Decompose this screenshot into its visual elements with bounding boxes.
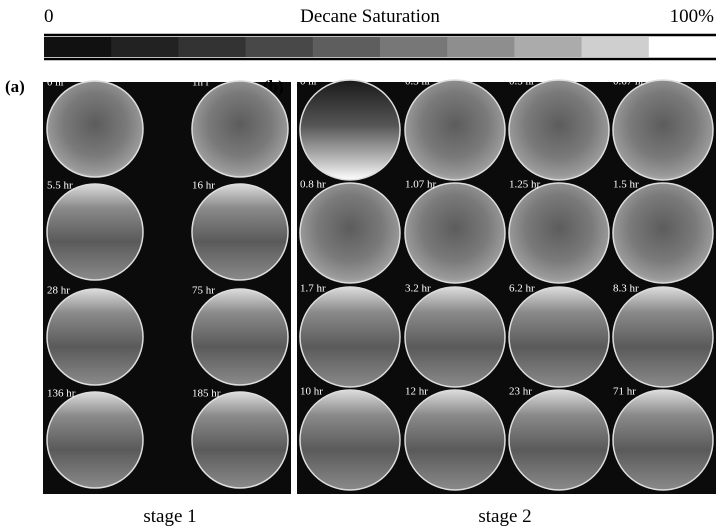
frame-time: 6.2 hr xyxy=(509,283,535,295)
frame-time: 1.7 hr xyxy=(300,283,326,295)
frame-time: 12 hr xyxy=(405,386,428,398)
colorbar-step xyxy=(649,37,716,57)
scan-image xyxy=(509,390,609,490)
frame-time: 16 hr xyxy=(192,180,215,192)
scan-image xyxy=(613,287,713,387)
frame-time: 8.3 hr xyxy=(613,283,639,295)
scan-image xyxy=(192,184,288,280)
scan-image xyxy=(613,183,713,283)
scan-image xyxy=(300,183,400,283)
scan-image xyxy=(509,183,609,283)
colorbar-step xyxy=(582,37,650,57)
frame-time: 1.25 hr xyxy=(509,179,541,191)
frame-time: 3.2 hr xyxy=(405,283,431,295)
scan-image xyxy=(405,80,505,180)
scan-image xyxy=(300,80,400,180)
scan-image xyxy=(613,390,713,490)
scale-max: 100% xyxy=(670,6,715,27)
frame-time: 0.3 hr xyxy=(405,76,431,88)
panel-caption: stage 2 xyxy=(478,506,531,527)
colorbar-step xyxy=(44,37,112,57)
frame-time: 1.5 hr xyxy=(613,179,639,191)
colorbar-step xyxy=(313,37,381,57)
colorbar-step xyxy=(514,37,582,57)
scan-image xyxy=(47,184,143,280)
frame-time: 0.5 hr xyxy=(509,76,535,88)
frame-time: 75 hr xyxy=(192,285,215,297)
scan-image xyxy=(47,81,143,177)
frame-time: 28 hr xyxy=(47,285,70,297)
scan-image xyxy=(509,287,609,387)
frame-time: 185 hr xyxy=(192,388,221,400)
colorbar-step xyxy=(246,37,314,57)
frame-time: 71 hr xyxy=(613,386,636,398)
frame-time: 23 hr xyxy=(509,386,532,398)
frame-time: 1h r xyxy=(192,77,210,89)
frame-time: 136 hr xyxy=(47,388,76,400)
frame-time: 0 hr xyxy=(47,77,65,89)
frame-time: 5.5 hr xyxy=(47,180,73,192)
colorbar-step xyxy=(447,37,515,57)
scan-image xyxy=(405,390,505,490)
scan-image xyxy=(300,390,400,490)
scan-image xyxy=(47,289,143,385)
frame-time: 0.67 hr xyxy=(613,76,645,88)
colorbar xyxy=(44,35,716,59)
panel-caption: stage 1 xyxy=(143,506,196,527)
frame-time: 1.07 hr xyxy=(405,179,437,191)
scale-title: Decane Saturation xyxy=(300,6,440,27)
scale-min: 0 xyxy=(44,6,54,27)
scan-image xyxy=(405,183,505,283)
frame-time: 0.8 hr xyxy=(300,179,326,191)
scan-image xyxy=(47,392,143,488)
frame-time: 10 hr xyxy=(300,386,323,398)
scan-image xyxy=(613,80,713,180)
scan-image xyxy=(300,287,400,387)
colorbar-step xyxy=(178,37,246,57)
scan-image xyxy=(405,287,505,387)
panel-label: (a) xyxy=(5,77,25,96)
figure: 0 Decane Saturation 100% (a) (b) stage 1… xyxy=(0,0,716,530)
colorbar-step xyxy=(380,37,448,57)
scan-image xyxy=(192,81,288,177)
scan-image xyxy=(192,289,288,385)
scan-image xyxy=(192,392,288,488)
scan-image xyxy=(509,80,609,180)
colorbar-step xyxy=(111,37,179,57)
frame-time: 0 hr xyxy=(300,76,318,88)
